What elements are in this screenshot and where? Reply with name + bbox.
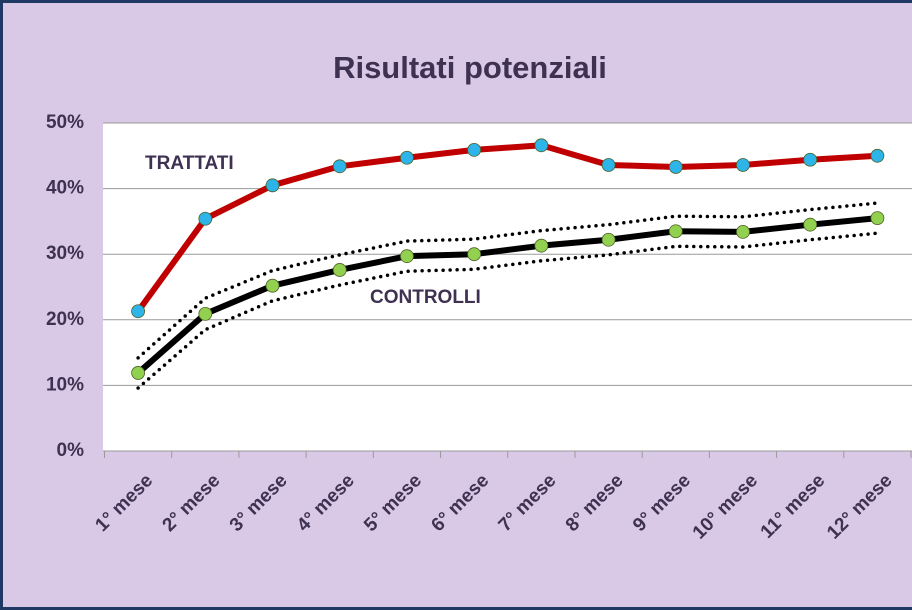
- marker: [534, 138, 549, 153]
- marker: [803, 152, 818, 167]
- y-tick-label: 10%: [46, 374, 84, 395]
- y-tick-label: 0%: [57, 440, 85, 461]
- marker: [198, 306, 213, 321]
- marker: [400, 249, 414, 264]
- series-label: TRATTATI: [145, 153, 234, 174]
- marker: [870, 211, 885, 226]
- marker: [601, 158, 616, 172]
- series-line: [135, 142, 878, 314]
- marker: [332, 159, 347, 174]
- series-line: [136, 215, 878, 376]
- marker: [400, 150, 414, 165]
- marker: [668, 160, 683, 174]
- series-label: CONTROLLI: [370, 287, 481, 308]
- marker: [265, 278, 280, 293]
- y-tick-label: 40%: [46, 178, 84, 199]
- plot-area: [103, 123, 912, 451]
- y-tick-label: 30%: [46, 243, 84, 264]
- marker: [198, 211, 213, 226]
- chart-title: Risultati potenziali: [333, 50, 607, 85]
- marker: [467, 247, 482, 262]
- marker: [332, 263, 347, 277]
- marker: [803, 217, 818, 232]
- marker: [131, 304, 146, 319]
- marker: [467, 142, 482, 157]
- marker: [870, 148, 885, 163]
- marker: [601, 232, 616, 247]
- marker: [736, 158, 750, 172]
- marker: [736, 224, 750, 239]
- y-tick-label: 20%: [46, 309, 84, 330]
- marker: [131, 366, 146, 380]
- marker: [265, 178, 280, 193]
- y-tick-label: 50%: [46, 112, 84, 133]
- marker: [668, 224, 683, 239]
- marker: [534, 238, 549, 253]
